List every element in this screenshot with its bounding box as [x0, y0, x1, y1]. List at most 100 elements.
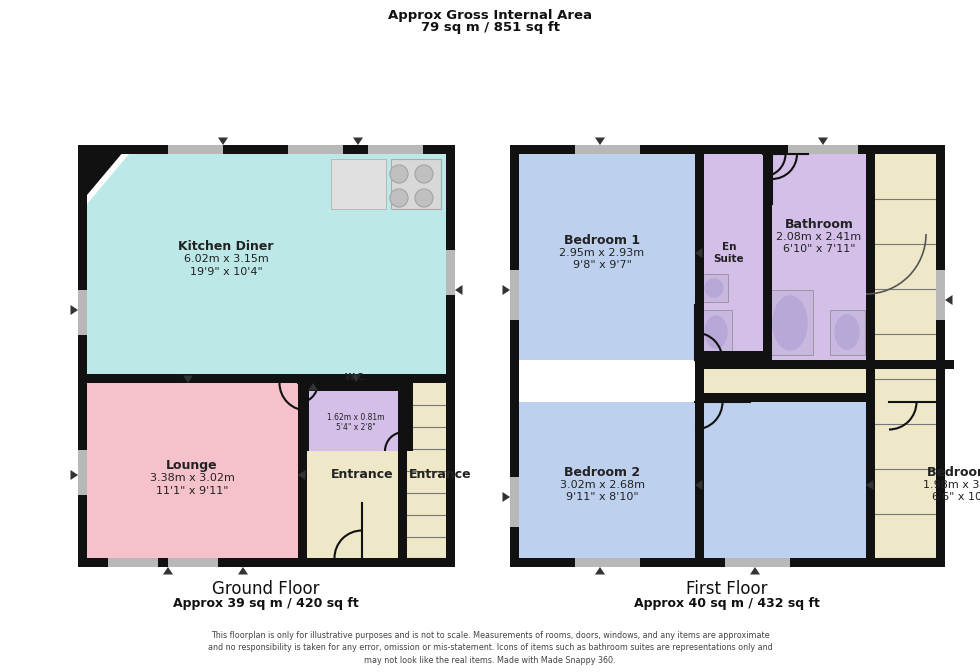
Polygon shape [218, 138, 228, 145]
Polygon shape [238, 567, 248, 575]
Bar [695, 154, 763, 360]
Text: 3.02m x 2.68m: 3.02m x 2.68m [560, 480, 645, 490]
Text: 6'6" x 10'0": 6'6" x 10'0" [932, 492, 980, 502]
Text: 6.02m x 3.15m: 6.02m x 3.15m [183, 254, 269, 264]
Polygon shape [307, 383, 446, 558]
Text: Kitchen Diner: Kitchen Diner [178, 239, 273, 253]
Bar [446, 250, 455, 295]
Polygon shape [818, 138, 828, 145]
Polygon shape [163, 567, 173, 575]
Bar [331, 159, 386, 209]
Bar [298, 374, 307, 558]
Bar [510, 558, 945, 567]
Polygon shape [595, 138, 605, 145]
Bar [368, 145, 423, 154]
Text: 19'9" x 10'4": 19'9" x 10'4" [189, 267, 263, 277]
Text: This floorplan is only for illustrative purposes and is not to scale. Measuremen: This floorplan is only for illustrative … [208, 631, 772, 665]
Bar [78, 145, 87, 567]
Text: En: En [721, 242, 736, 252]
Text: Entrance: Entrance [330, 468, 393, 482]
Text: Entrance: Entrance [409, 468, 471, 482]
Bar [300, 382, 309, 451]
Polygon shape [71, 305, 78, 315]
Ellipse shape [705, 316, 727, 348]
Bar [78, 374, 455, 383]
Ellipse shape [705, 279, 723, 297]
Text: 79 sq m / 851 sq ft: 79 sq m / 851 sq ft [420, 21, 560, 34]
Bar [78, 558, 455, 567]
Bar [398, 374, 407, 558]
Bar [725, 558, 790, 567]
Bar [78, 145, 455, 154]
Ellipse shape [835, 315, 859, 349]
Circle shape [390, 189, 408, 207]
Polygon shape [595, 567, 605, 575]
Bar [78, 450, 87, 495]
Polygon shape [183, 376, 193, 383]
Bar [830, 310, 865, 355]
Bar [510, 270, 519, 320]
Text: Bedroom 2: Bedroom 2 [564, 466, 640, 480]
Bar [875, 154, 936, 558]
Text: 6'10" x 7'11": 6'10" x 7'11" [783, 244, 856, 254]
Bar [288, 145, 343, 154]
Bar [700, 274, 728, 302]
Bar [695, 360, 954, 369]
Circle shape [415, 165, 433, 183]
Bar [936, 145, 945, 567]
Text: 2.08m x 2.41m: 2.08m x 2.41m [776, 232, 861, 242]
Text: Ground Floor: Ground Floor [213, 580, 319, 598]
Polygon shape [503, 285, 510, 295]
Text: 1.98m x 3.04m: 1.98m x 3.04m [922, 480, 980, 490]
Text: 3.38m x 3.02m: 3.38m x 3.02m [150, 473, 234, 483]
Text: 1.62m x 0.81m: 1.62m x 0.81m [327, 413, 385, 421]
Bar [695, 351, 763, 360]
Text: Suite: Suite [713, 254, 745, 264]
Bar [168, 145, 223, 154]
Text: First Floor: First Floor [686, 580, 767, 598]
Text: Approx 39 sq m / 420 sq ft: Approx 39 sq m / 420 sq ft [173, 597, 359, 610]
Bar [78, 374, 298, 383]
Bar [700, 310, 732, 355]
Bar [866, 145, 875, 567]
Bar [309, 391, 404, 451]
Text: W.C.: W.C. [345, 372, 368, 382]
Bar [519, 402, 695, 558]
Polygon shape [71, 470, 78, 480]
Ellipse shape [773, 296, 807, 350]
Text: Bedroom 3: Bedroom 3 [927, 466, 980, 480]
Text: 9'8" x 9'7": 9'8" x 9'7" [572, 260, 631, 270]
Bar [391, 159, 441, 209]
Text: Bathroom: Bathroom [785, 218, 854, 231]
Polygon shape [78, 145, 129, 195]
Bar [763, 145, 772, 360]
Bar [763, 154, 875, 360]
Bar [510, 145, 945, 154]
Bar [519, 154, 695, 360]
Text: 5'4" x 2'8": 5'4" x 2'8" [336, 423, 376, 433]
Polygon shape [298, 470, 306, 480]
Bar [936, 270, 945, 320]
Bar [768, 290, 813, 355]
Bar [575, 558, 640, 567]
Text: Approx 40 sq m / 432 sq ft: Approx 40 sq m / 432 sq ft [634, 597, 820, 610]
Bar [575, 145, 640, 154]
Polygon shape [308, 383, 318, 390]
Bar [745, 360, 875, 369]
Polygon shape [866, 480, 873, 490]
Bar [695, 393, 875, 402]
Bar [407, 383, 447, 558]
Circle shape [390, 165, 408, 183]
Bar [108, 558, 158, 567]
Polygon shape [750, 567, 760, 575]
Text: Bedroom 1: Bedroom 1 [564, 235, 640, 247]
Polygon shape [695, 480, 703, 490]
Bar [446, 145, 455, 567]
Text: Approx Gross Internal Area: Approx Gross Internal Area [388, 9, 592, 22]
Polygon shape [87, 154, 446, 383]
Bar [300, 382, 413, 391]
Polygon shape [351, 374, 361, 382]
Circle shape [415, 189, 433, 207]
Bar [704, 402, 875, 558]
Bar [78, 290, 87, 335]
